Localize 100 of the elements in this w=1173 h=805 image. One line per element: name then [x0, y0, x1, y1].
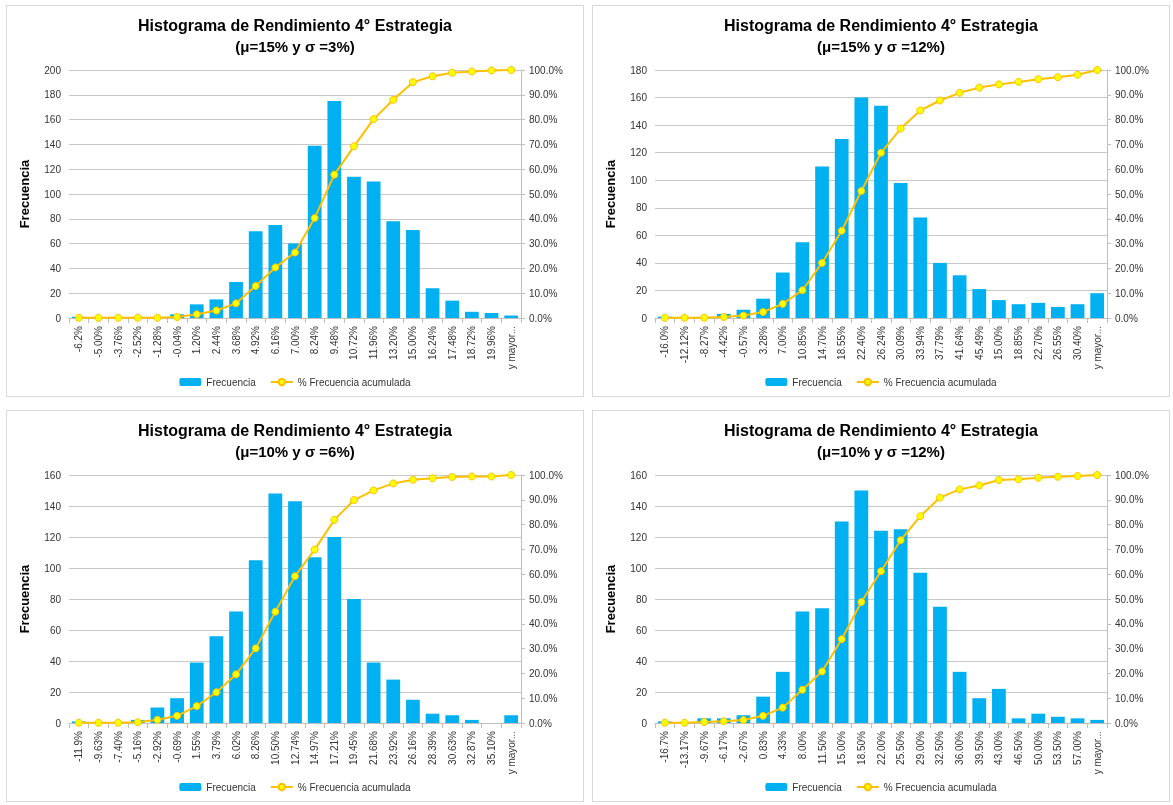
- bar: [913, 572, 928, 723]
- point: [818, 258, 827, 267]
- x-tick-label: 35.10%: [486, 730, 498, 765]
- point: [700, 718, 709, 727]
- bar: [1031, 302, 1046, 318]
- x-tick-label: 15.00%: [993, 325, 1005, 360]
- x-tick-label: -16.0%: [659, 325, 671, 358]
- bar: [992, 300, 1006, 318]
- x-tick-label: 32.87%: [466, 730, 478, 765]
- point: [975, 481, 984, 490]
- point: [271, 263, 280, 272]
- bar: [972, 289, 987, 318]
- bar: [347, 176, 361, 318]
- y-tick-label: 100: [44, 188, 62, 200]
- x-tick-label: -11.9%: [73, 730, 85, 762]
- bar: [366, 662, 381, 723]
- x-tick-label: 26.16%: [407, 730, 419, 765]
- y-tick-label: 100: [630, 562, 648, 574]
- chart-subtitle: (μ=15% y σ =12%): [817, 38, 945, 55]
- y-tick-label: 40: [635, 257, 648, 269]
- point: [389, 95, 398, 104]
- x-tick-label: 39.50%: [973, 730, 985, 765]
- x-tick-label: -12.12%: [678, 325, 690, 364]
- y2-tick-label: 30.0%: [529, 643, 558, 655]
- y-tick-label: 20: [635, 686, 648, 698]
- point: [896, 536, 905, 545]
- y-tick-label: 200: [44, 64, 62, 76]
- bar: [913, 217, 928, 318]
- x-tick-label: 11.50%: [816, 730, 828, 765]
- y-tick-label: 60: [49, 238, 62, 250]
- y2-tick-label: 20.0%: [1115, 262, 1144, 274]
- x-tick-label: 22.40%: [855, 325, 867, 360]
- x-tick-label: -9.67%: [698, 730, 710, 763]
- y-tick-label: 0: [641, 717, 648, 729]
- point: [310, 545, 319, 554]
- y2-tick-label: 60.0%: [529, 163, 558, 175]
- x-tick-label: 0.83%: [757, 730, 769, 760]
- x-tick-label: 9.48%: [328, 325, 340, 355]
- y-tick-label: 60: [635, 624, 648, 636]
- x-tick-label: 15.00%: [407, 325, 419, 360]
- y2-tick-label: 10.0%: [1115, 692, 1144, 704]
- bar: [268, 225, 283, 318]
- bar: [464, 311, 479, 318]
- x-tick-label: 26.24%: [875, 325, 887, 360]
- y-axis-title: Frecuencia: [603, 158, 618, 229]
- bar: [952, 275, 967, 318]
- point: [291, 248, 299, 257]
- point: [310, 214, 319, 223]
- x-tick-label: 25.50%: [895, 730, 907, 765]
- bar: [893, 529, 908, 723]
- y2-tick-label: 80.0%: [1115, 114, 1144, 126]
- y2-tick-label: 40.0%: [1115, 213, 1144, 225]
- x-tick-label: 2.44%: [210, 325, 222, 355]
- point: [153, 313, 162, 322]
- y2-tick-label: 70.0%: [1115, 138, 1144, 150]
- point: [1073, 70, 1082, 79]
- legend-label: Frecuencia: [792, 376, 843, 388]
- y-tick-label: 180: [44, 89, 62, 101]
- x-tick-label: 4.33%: [777, 730, 789, 760]
- x-tick-label: 18.85%: [1013, 325, 1025, 360]
- legend-label: % Frecuencia acumulada: [297, 376, 412, 388]
- point: [1034, 75, 1043, 84]
- y-tick-label: 40: [635, 655, 648, 667]
- chart-subtitle: (μ=10% y σ =12%): [817, 443, 945, 460]
- bar: [933, 262, 947, 318]
- x-tick-label: -5.00%: [92, 325, 104, 358]
- y-axis-title: Frecuencia: [17, 563, 32, 634]
- point: [448, 68, 457, 77]
- bar: [209, 636, 224, 723]
- x-tick-label: 30.09%: [895, 325, 907, 360]
- x-tick-label: -0.04%: [171, 325, 183, 358]
- point: [467, 67, 476, 76]
- x-tick-label: 32.50%: [934, 730, 946, 765]
- y2-tick-label: 20.0%: [1115, 667, 1144, 679]
- x-tick-label: 53.50%: [1052, 730, 1064, 765]
- bar: [229, 611, 243, 723]
- y2-tick-label: 0.0%: [1115, 312, 1138, 324]
- y-tick-label: 0: [55, 717, 62, 729]
- point: [467, 472, 476, 481]
- bar: [425, 713, 440, 723]
- y2-tick-label: 60.0%: [1115, 163, 1144, 175]
- bar: [1011, 304, 1026, 318]
- legend-label: % Frecuencia acumulada: [883, 781, 998, 793]
- x-tick-label: 18.72%: [466, 325, 478, 360]
- point: [133, 718, 142, 727]
- point: [1014, 475, 1023, 484]
- x-tick-label: -6.17%: [718, 730, 730, 763]
- point: [818, 667, 827, 676]
- y-tick-label: 140: [44, 500, 62, 512]
- point: [291, 572, 299, 581]
- x-tick-label: 22.70%: [1032, 325, 1044, 360]
- chart-title: Histograma de Rendimiento 4° Estrategia: [723, 16, 1039, 34]
- point: [994, 475, 1003, 484]
- x-tick-label: 14.70%: [816, 325, 828, 360]
- x-tick-label: 16.24%: [427, 325, 439, 360]
- x-tick-label: -0.69%: [171, 730, 183, 763]
- x-tick-label: 1.20%: [191, 325, 203, 355]
- bar: [815, 608, 829, 723]
- point: [916, 106, 925, 115]
- bar: [1011, 718, 1026, 723]
